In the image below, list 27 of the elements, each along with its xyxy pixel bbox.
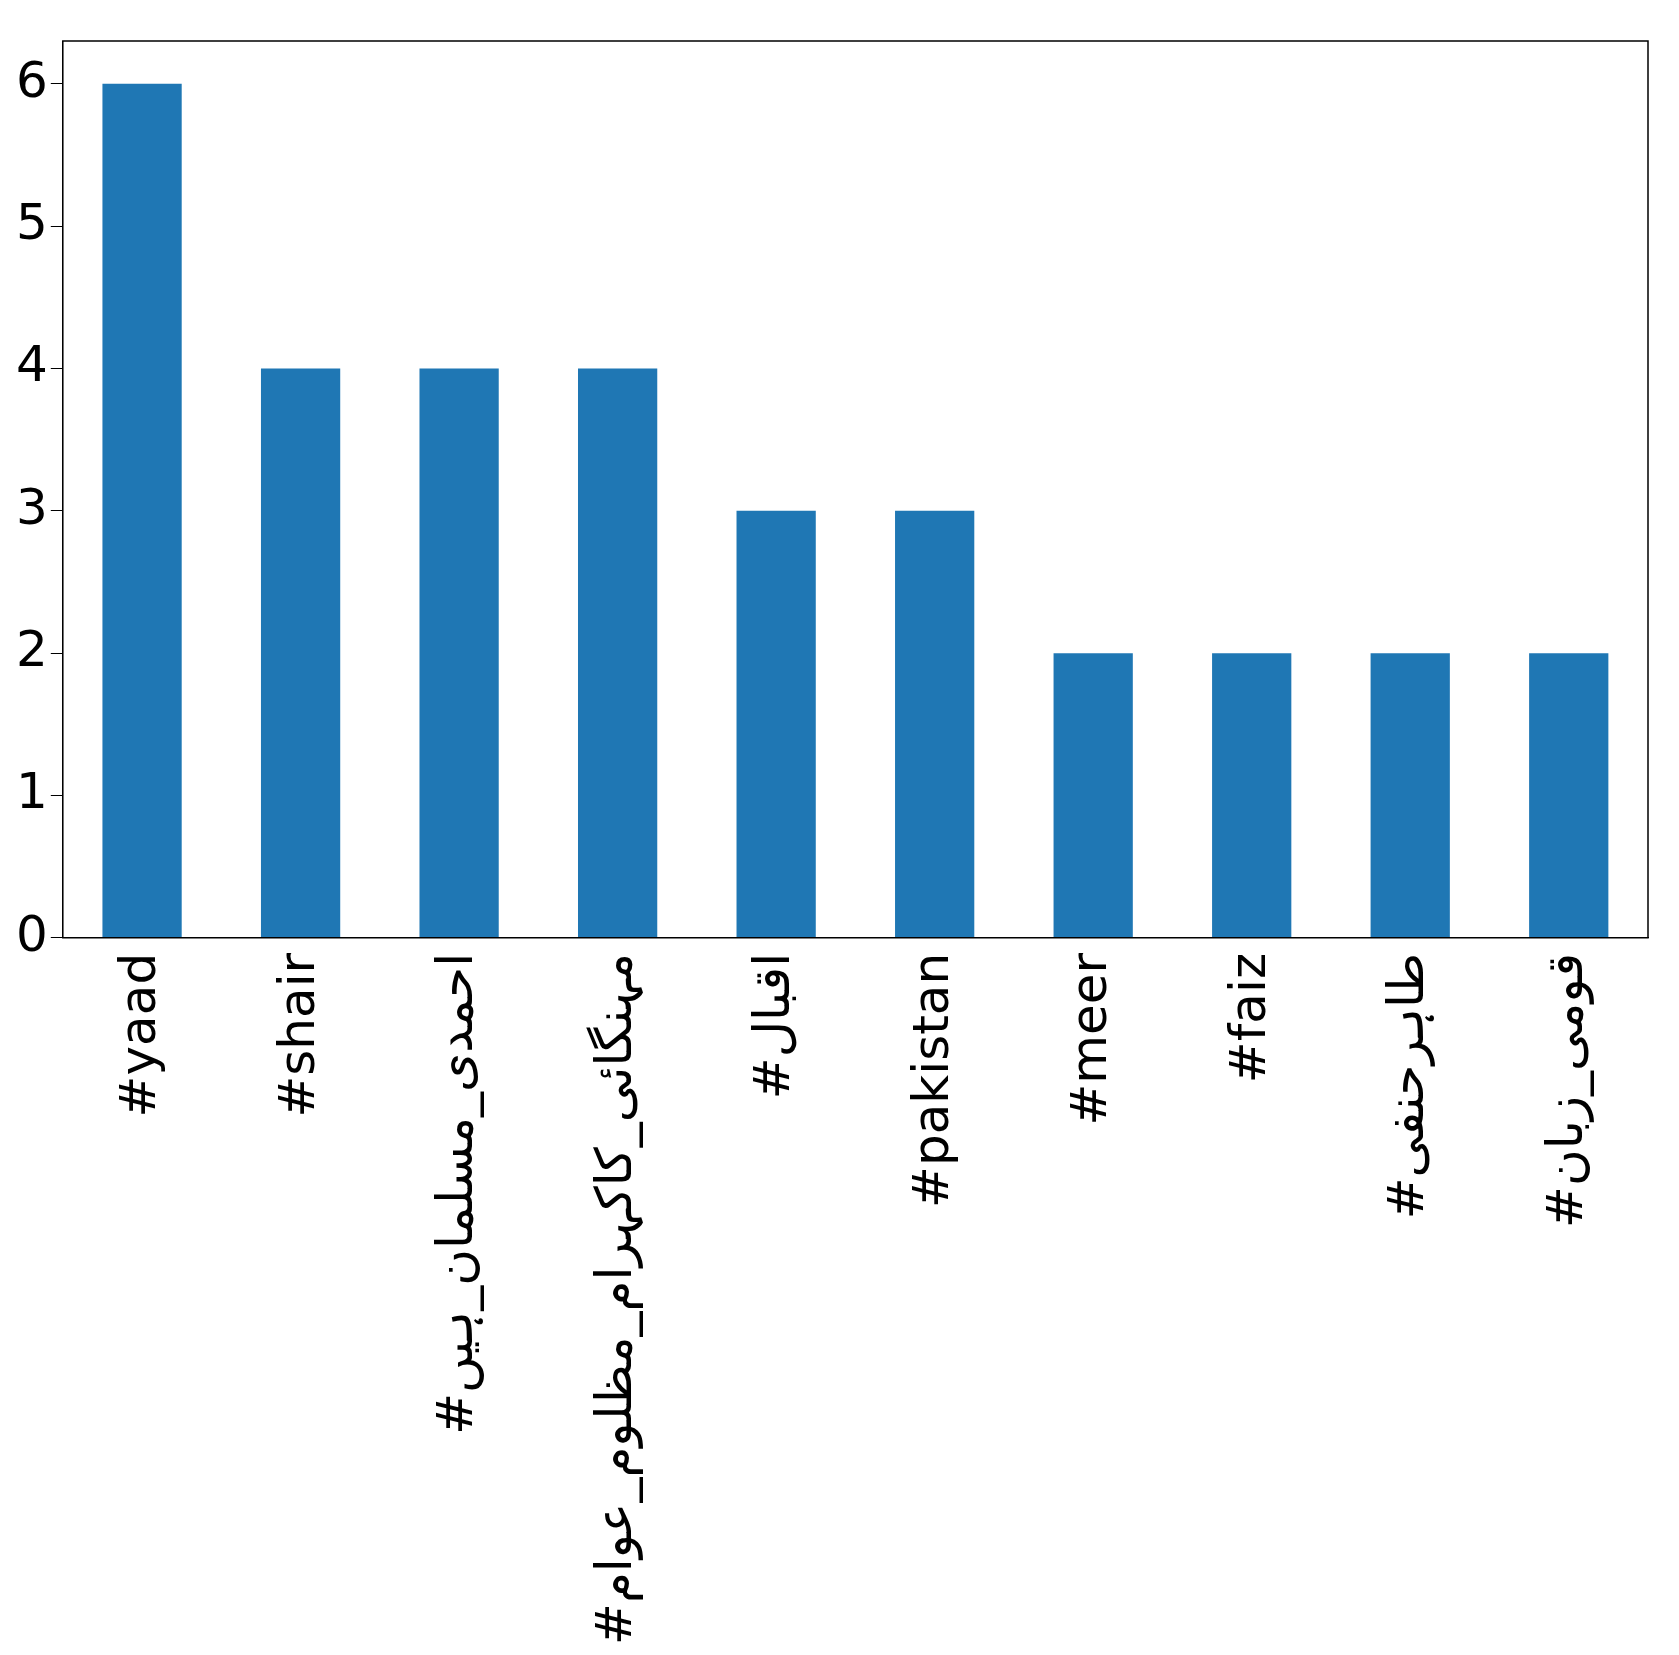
- x-tick-label: #مہنگائی_کاکہرام_مظلوم_عوام: [584, 952, 643, 1646]
- x-tick-label: #yaad: [109, 952, 168, 1118]
- bar: [736, 510, 816, 938]
- x-tick-label: #طاہرحنفی: [1377, 952, 1436, 1220]
- x-tick-label: #قومی_زبان: [1535, 952, 1594, 1228]
- y-tick-label: 3: [16, 477, 48, 536]
- bar: [1370, 653, 1450, 938]
- bar: [260, 368, 341, 938]
- y-tick-label: 5: [16, 193, 48, 252]
- y-tick-label: 4: [16, 335, 48, 394]
- x-tick-label: #pakistan: [901, 952, 960, 1208]
- x-tick-label: #احمدی_مسلمان_ہیں: [426, 952, 485, 1435]
- bar: [578, 368, 658, 938]
- bar: [419, 368, 499, 938]
- y-tick-label: 0: [16, 904, 48, 963]
- bar: [1053, 653, 1133, 938]
- bar: [102, 83, 182, 938]
- y-tick-label: 2: [16, 620, 48, 679]
- x-tick-label: #faiz: [1218, 952, 1277, 1084]
- x-tick-label: #meer: [1060, 952, 1119, 1126]
- bar: [1529, 653, 1609, 938]
- y-tick-label: 6: [16, 50, 48, 109]
- y-tick-label: 1: [16, 762, 48, 821]
- bar: [895, 510, 975, 938]
- x-tick-label: #اقبال: [743, 952, 802, 1100]
- bar: [1212, 653, 1292, 938]
- x-tick-label: #shair: [267, 952, 326, 1118]
